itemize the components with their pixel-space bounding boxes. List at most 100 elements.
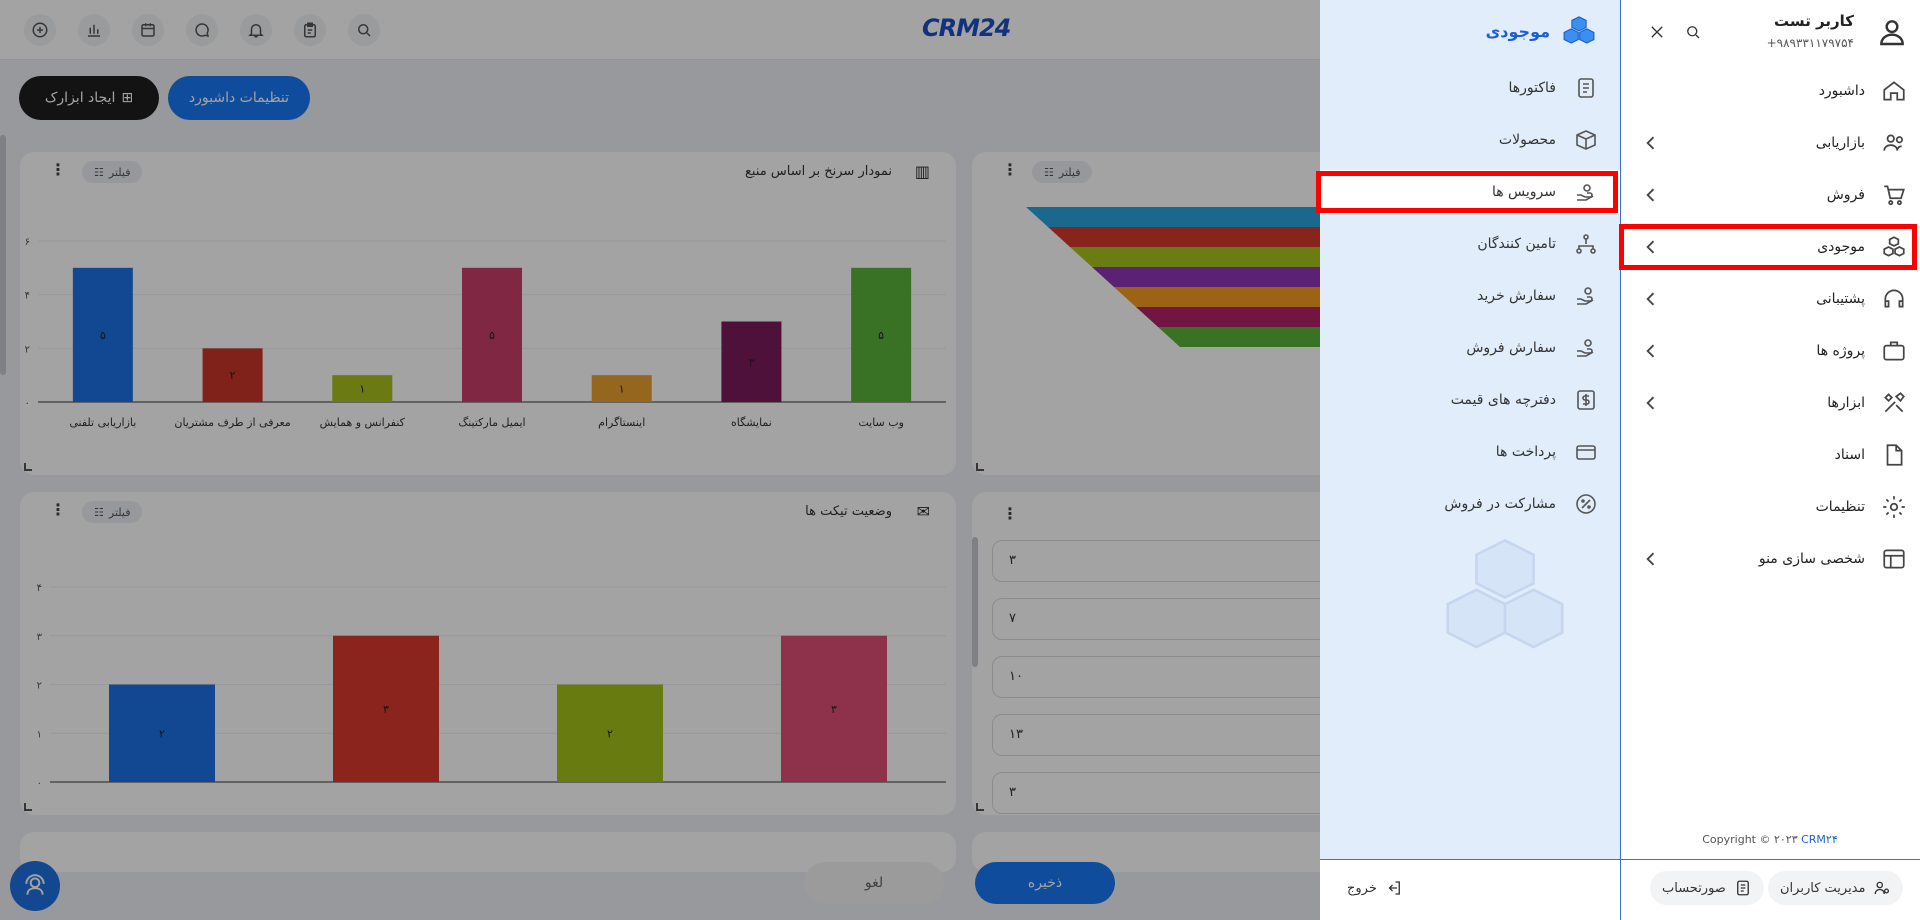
sidebar-item-label: بازاریابی xyxy=(1815,135,1865,151)
copyright-brand[interactable]: CRM۲۴ xyxy=(1801,833,1838,846)
user-phone: +۹۸۹۳۳۱۱۷۹۷۵۴ xyxy=(1766,36,1854,50)
bar[interactable] xyxy=(591,375,652,402)
funnel-segment[interactable] xyxy=(1026,207,1372,227)
users-gear-icon xyxy=(1875,881,1890,895)
invoice-statement-button[interactable]: صورتحساب xyxy=(1650,871,1764,905)
chart-icon[interactable] xyxy=(78,14,110,46)
sidebar-item-4[interactable]: پشتیبانی xyxy=(1621,275,1920,323)
bar[interactable] xyxy=(109,684,215,783)
card-menu-icon[interactable]: ⋮ xyxy=(1002,504,1018,523)
chevron-left-icon[interactable] xyxy=(1641,393,1661,413)
card-scrollbar[interactable] xyxy=(972,537,978,667)
cancel-button[interactable]: لغو xyxy=(804,862,944,904)
modal-overlay[interactable] xyxy=(0,0,1320,920)
card-title: نمودار سرنخ بر اساس منبع xyxy=(745,164,892,179)
sidebar-item-6[interactable]: ابزارها xyxy=(1621,379,1920,427)
support-agent-button[interactable] xyxy=(10,861,60,911)
chat-icon[interactable] xyxy=(186,14,218,46)
sidebar-item-7[interactable]: اسناد xyxy=(1621,431,1920,479)
page-scrollbar[interactable] xyxy=(0,135,6,375)
list-item[interactable]: ۱۰ xyxy=(992,656,1372,698)
footer-divider xyxy=(1320,859,1920,860)
bar-value-label: ۳ xyxy=(748,356,754,369)
funnel-segment[interactable] xyxy=(1092,267,1372,287)
clipboard-icon[interactable] xyxy=(294,14,326,46)
search-icon[interactable] xyxy=(348,14,380,46)
resize-handle[interactable] xyxy=(24,803,32,811)
submenu-item-6[interactable]: دفترچه های قیمت xyxy=(1320,378,1620,422)
bar[interactable] xyxy=(721,321,782,403)
highlight-box-inventory xyxy=(1619,224,1917,270)
service-icon xyxy=(1577,184,1594,201)
list-item[interactable]: ۷ xyxy=(992,598,1372,640)
chevron-left-icon[interactable] xyxy=(1641,185,1661,205)
add-icon[interactable] xyxy=(24,14,56,46)
list-item[interactable]: ۱۳ xyxy=(992,714,1372,756)
sidebar-item-1[interactable]: بازاریابی xyxy=(1621,119,1920,167)
resize-handle[interactable] xyxy=(976,463,984,471)
chevron-left-icon[interactable] xyxy=(1641,549,1661,569)
submenu-item-7[interactable]: پرداخت ها xyxy=(1320,430,1620,474)
y-tick-label: ۶ xyxy=(25,237,30,248)
sidebar-item-2[interactable]: فروش xyxy=(1621,171,1920,219)
close-icon[interactable] xyxy=(1648,23,1666,41)
search-icon[interactable] xyxy=(1684,23,1702,41)
dashboard-settings-button[interactable]: تنظیمات داشبورد xyxy=(168,76,310,120)
bar[interactable] xyxy=(333,635,439,782)
submenu-item-1[interactable]: محصولات xyxy=(1320,118,1620,162)
list-item[interactable]: ۳ xyxy=(992,540,1372,582)
layout-icon xyxy=(1881,546,1907,572)
save-button[interactable]: ذخیره xyxy=(975,862,1115,904)
bar[interactable] xyxy=(462,267,522,402)
funnel-segment[interactable] xyxy=(1070,247,1372,267)
lead-source-bar-chart: ۰ ۲ ۴ ۶ ۵ وب سایت ۳ نمایشگاه ۱ اینستاگرام ۵ ایمیل م… xyxy=(25,237,946,429)
funnel-segment[interactable] xyxy=(1048,227,1372,247)
sidebar-item-3[interactable]: موجودی xyxy=(1621,223,1920,271)
dollar-icon xyxy=(1577,390,1595,410)
submenu-item-4[interactable]: سفارش خرید xyxy=(1320,274,1620,318)
submenu-item-8[interactable]: مشارکت در فروش xyxy=(1320,482,1620,526)
chevron-left-icon[interactable] xyxy=(1641,289,1661,309)
funnel-segment[interactable] xyxy=(1136,307,1372,327)
bar-value-label: ۱ xyxy=(619,383,625,396)
bell-icon[interactable] xyxy=(240,14,272,46)
resize-handle[interactable] xyxy=(976,803,984,811)
filter-chip[interactable]: ☷ فیلتر xyxy=(82,501,143,523)
chevron-left-icon[interactable] xyxy=(1641,237,1661,257)
create-widget-button[interactable]: ایجاد ابزارک ⊞ xyxy=(19,76,159,120)
funnel-segment[interactable] xyxy=(1158,327,1372,347)
resize-handle[interactable] xyxy=(24,463,32,471)
sidebar-item-8[interactable]: تنظیمات xyxy=(1621,483,1920,531)
card-menu-icon[interactable]: ⋮ xyxy=(50,500,66,519)
list-item[interactable]: ۳ xyxy=(992,772,1372,814)
bar[interactable] xyxy=(202,348,263,402)
sidebar-item-5[interactable]: پروژه ها xyxy=(1621,327,1920,375)
bar-value-label: ۲ xyxy=(159,727,165,740)
bar-value-label: ۵ xyxy=(878,329,884,342)
filter-chip[interactable]: ☷ فیلتر xyxy=(1032,161,1093,183)
filter-label: فیلتر xyxy=(1058,165,1081,179)
logout-button[interactable]: خروج xyxy=(1335,871,1415,905)
user-avatar-icon[interactable] xyxy=(1876,16,1908,48)
submenu-item-0[interactable]: فاکتورها xyxy=(1320,66,1620,110)
submenu-item-2[interactable]: سرویس ها xyxy=(1320,170,1620,214)
x-tick-label: اینستاگرام xyxy=(598,416,645,429)
submenu-item-label: مشارکت در فروش xyxy=(1444,496,1556,512)
bar[interactable] xyxy=(557,684,663,783)
chevron-left-icon[interactable] xyxy=(1641,133,1661,153)
manage-users-button[interactable]: مدیریت کاربران xyxy=(1768,871,1904,905)
sidebar-item-0[interactable]: داشبورد xyxy=(1621,67,1920,115)
card-menu-icon[interactable]: ⋮ xyxy=(1002,160,1018,179)
submenu-item-5[interactable]: سفارش فروش xyxy=(1320,326,1620,370)
filter-chip[interactable]: ☷ فیلتر xyxy=(82,161,143,183)
sidebar-item-9[interactable]: شخصی سازی منو xyxy=(1621,535,1920,583)
submenu-item-3[interactable]: تامین کنندگان xyxy=(1320,222,1620,266)
chevron-left-icon[interactable] xyxy=(1641,341,1661,361)
bar[interactable] xyxy=(72,267,133,402)
funnel-segment[interactable] xyxy=(1114,287,1372,307)
bar[interactable] xyxy=(781,635,887,782)
bar[interactable] xyxy=(851,267,912,402)
card-menu-icon[interactable]: ⋮ xyxy=(50,160,66,179)
bar[interactable] xyxy=(332,375,393,402)
calendar-icon[interactable] xyxy=(132,14,164,46)
